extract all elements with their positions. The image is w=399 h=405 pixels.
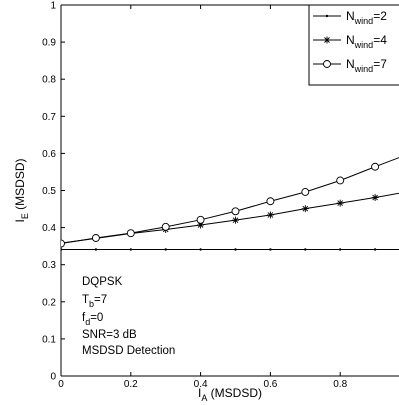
data-point xyxy=(373,248,377,251)
y-tick-label: 0.6 xyxy=(42,149,56,160)
annotation-line: Tb=7 xyxy=(82,294,107,309)
annotation-block: DQPSK Tb=7 fd=0 SNR=3 dB MSDSD Detection xyxy=(82,276,175,357)
series-group xyxy=(61,157,399,251)
series-n4 xyxy=(61,192,399,247)
series-n2 xyxy=(61,248,399,251)
data-point xyxy=(234,248,237,251)
data-point xyxy=(199,248,202,251)
plot-area: 0 0.2 0.4 0.6 0.8 0 0.1 0.2 0.3 0.4 0.5 0.6 0.7 0.8 0.… xyxy=(13,1,399,403)
data-point xyxy=(266,211,274,219)
data-point xyxy=(301,188,310,196)
data-point xyxy=(197,221,205,229)
data-point xyxy=(161,222,170,231)
y-axis-label: IE (MSDSD) xyxy=(13,158,30,222)
data-point xyxy=(61,239,65,248)
data-point xyxy=(269,248,272,251)
data-point xyxy=(126,229,135,238)
data-point xyxy=(266,197,275,206)
data-point xyxy=(339,248,342,251)
x-tick-label: 0 xyxy=(58,379,64,390)
annotation-line: DQPSK xyxy=(82,276,123,288)
data-point xyxy=(336,199,344,207)
y-axis-label-group: IE (MSDSD) xyxy=(13,158,30,222)
legend-label: Nwind=4 xyxy=(346,33,387,50)
annotation-line: fd=0 xyxy=(82,312,103,327)
series-n7 xyxy=(61,157,399,248)
data-point xyxy=(129,248,132,251)
x-tick-label: 0.6 xyxy=(263,379,277,390)
data-point xyxy=(336,176,345,185)
y-tick-label: 0.9 xyxy=(42,38,56,49)
data-point xyxy=(371,162,380,171)
annotation-line: MSDSD Detection xyxy=(82,345,175,357)
legend: Nwind=2 Nwind=4 Nwind=7 xyxy=(308,4,399,86)
x-tick-label: 0.4 xyxy=(194,379,208,390)
data-point xyxy=(61,248,63,251)
legend-box xyxy=(308,4,399,86)
series-line xyxy=(61,157,399,245)
y-tick-label: 0.8 xyxy=(42,75,56,86)
x-tick-label: 0.2 xyxy=(124,379,138,390)
data-point xyxy=(304,248,307,251)
legend-marker xyxy=(323,36,331,44)
y-tick-label: 1 xyxy=(50,1,56,12)
y-tick-label: 0.5 xyxy=(42,186,56,197)
x-axis-label: IA (MSDSD) xyxy=(198,386,262,403)
y-tick-label: 0 xyxy=(50,372,56,383)
y-tick-label: 0.4 xyxy=(42,223,56,234)
x-tick-label: 0.8 xyxy=(333,379,347,390)
legend-label: Nwind=7 xyxy=(346,57,387,74)
data-point xyxy=(91,234,100,242)
y-tick-label: 0.1 xyxy=(42,334,56,345)
legend-marker xyxy=(325,14,329,18)
data-point xyxy=(301,205,309,213)
y-tick-label: 0.2 xyxy=(42,297,56,308)
y-tick-label: 0.3 xyxy=(42,260,56,271)
y-tick-label: 0.7 xyxy=(42,112,56,123)
data-point xyxy=(94,248,98,251)
annotation-line: SNR=3 dB xyxy=(82,329,137,341)
data-point xyxy=(164,248,167,251)
legend-label: Nwind=2 xyxy=(346,9,387,26)
data-point xyxy=(371,194,379,202)
data-point xyxy=(232,216,239,224)
legend-marker xyxy=(323,60,331,68)
data-point xyxy=(196,215,205,224)
data-point xyxy=(231,207,240,216)
